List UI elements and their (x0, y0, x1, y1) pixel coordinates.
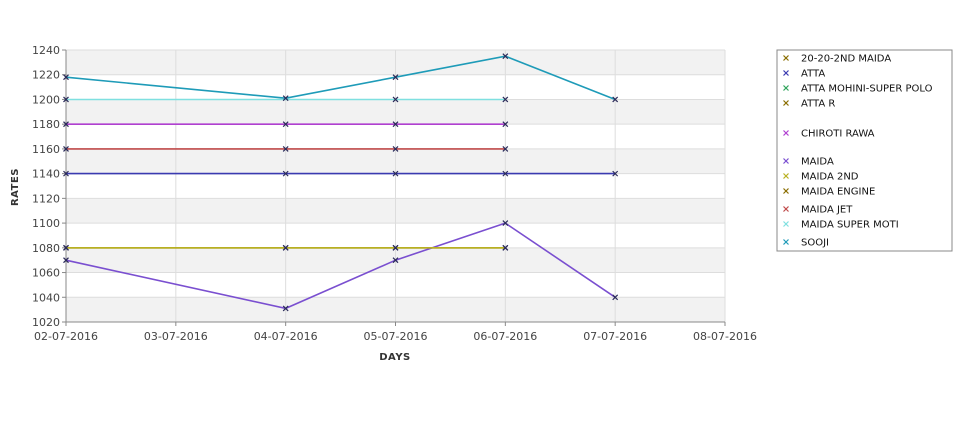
data-point (392, 244, 399, 251)
data-point (612, 96, 619, 103)
data-point (502, 96, 509, 103)
legend-marker (783, 70, 789, 76)
y-tick-label: 1220 (32, 69, 60, 82)
x-tick-label: 08-07-2016 (693, 330, 757, 343)
data-point (63, 96, 69, 103)
legend-label: MAIDA ENGINE (801, 187, 875, 198)
data-point (502, 170, 509, 177)
data-point (63, 74, 69, 81)
data-point (63, 145, 69, 152)
legend-label: CHIROTI RAWA (801, 129, 875, 140)
legend-label: ATTA (801, 69, 825, 80)
y-tick-label: 1120 (32, 192, 60, 205)
data-point (282, 95, 289, 102)
data-point (282, 244, 289, 251)
y-tick-label: 1020 (32, 316, 60, 329)
data-point (392, 170, 399, 177)
data-point (392, 74, 399, 81)
legend-item: MAIDA JET (783, 205, 853, 216)
legend-item: CHIROTI RAWA (783, 129, 875, 140)
legend-item: ATTA (783, 69, 825, 80)
data-point (502, 220, 509, 227)
x-axis-title: DAYS (379, 352, 411, 363)
x-tick-label: 07-07-2016 (583, 330, 647, 343)
data-point (63, 244, 69, 251)
y-tick-label: 1180 (32, 118, 60, 131)
data-point (392, 145, 399, 152)
legend-item: ATTA MOHINI-SUPER POLO (783, 84, 933, 95)
x-tick-label: 02-07-2016 (34, 330, 98, 343)
data-point (392, 96, 399, 103)
legend: 20-20-2ND MAIDA ATTA ATTA MOHINI-SUPER POL… (776, 49, 953, 252)
data-point (502, 121, 509, 128)
data-point (392, 121, 399, 128)
legend-label: MAIDA (801, 157, 834, 168)
data-point (282, 305, 289, 312)
y-tick-label: 1100 (32, 217, 60, 230)
x-tick-label: 06-07-2016 (473, 330, 537, 343)
legend-label: SOOJI (801, 238, 829, 249)
legend-label: ATTA R (801, 99, 835, 110)
legend-marker (783, 221, 789, 227)
y-axis-title: RATES (10, 168, 21, 206)
legend-item: MAIDA 2ND (783, 172, 859, 183)
legend-item: MAIDA ENGINE (783, 187, 875, 198)
y-tick-label: 1240 (32, 44, 60, 57)
legend-item: SOOJI (783, 238, 829, 249)
legend-label: MAIDA 2ND (801, 172, 859, 183)
y-tick-label: 1060 (32, 267, 60, 280)
data-point (282, 121, 289, 128)
data-point (502, 145, 509, 152)
legend-marker (783, 239, 789, 245)
legend-marker (783, 100, 789, 106)
legend-item: ATTA R (783, 99, 835, 110)
legend-marker (783, 85, 789, 91)
data-point (612, 294, 619, 301)
data-point (63, 121, 69, 128)
legend-label: 20-20-2ND MAIDA (801, 54, 891, 65)
legend-label: MAIDA SUPER MOTI (801, 220, 899, 231)
data-point (502, 244, 509, 251)
x-tick-label: 03-07-2016 (144, 330, 208, 343)
data-point (63, 170, 69, 177)
legend-marker (783, 158, 789, 164)
legend-label: MAIDA JET (801, 205, 853, 216)
legend-marker (783, 130, 789, 136)
data-point (282, 145, 289, 152)
x-tick-label: 04-07-2016 (254, 330, 318, 343)
data-point (392, 257, 399, 264)
data-point (612, 170, 619, 177)
legend-marker (783, 188, 789, 194)
y-tick-label: 1160 (32, 143, 60, 156)
legend-box (776, 49, 953, 252)
y-tick-label: 1200 (32, 93, 60, 106)
data-point (282, 170, 289, 177)
legend-item: MAIDA SUPER MOTI (783, 220, 899, 231)
data-point (63, 257, 69, 264)
legend-marker (783, 173, 789, 179)
legend-marker (783, 206, 789, 212)
x-tick-label: 05-07-2016 (364, 330, 428, 343)
data-point (502, 53, 509, 60)
y-tick-label: 1140 (32, 168, 60, 181)
legend-item: 20-20-2ND MAIDA (783, 54, 891, 65)
y-tick-label: 1040 (32, 291, 60, 304)
legend-marker (783, 55, 789, 61)
legend-label: ATTA MOHINI-SUPER POLO (801, 84, 933, 95)
legend-item: MAIDA (783, 157, 834, 168)
y-tick-label: 1080 (32, 242, 60, 255)
